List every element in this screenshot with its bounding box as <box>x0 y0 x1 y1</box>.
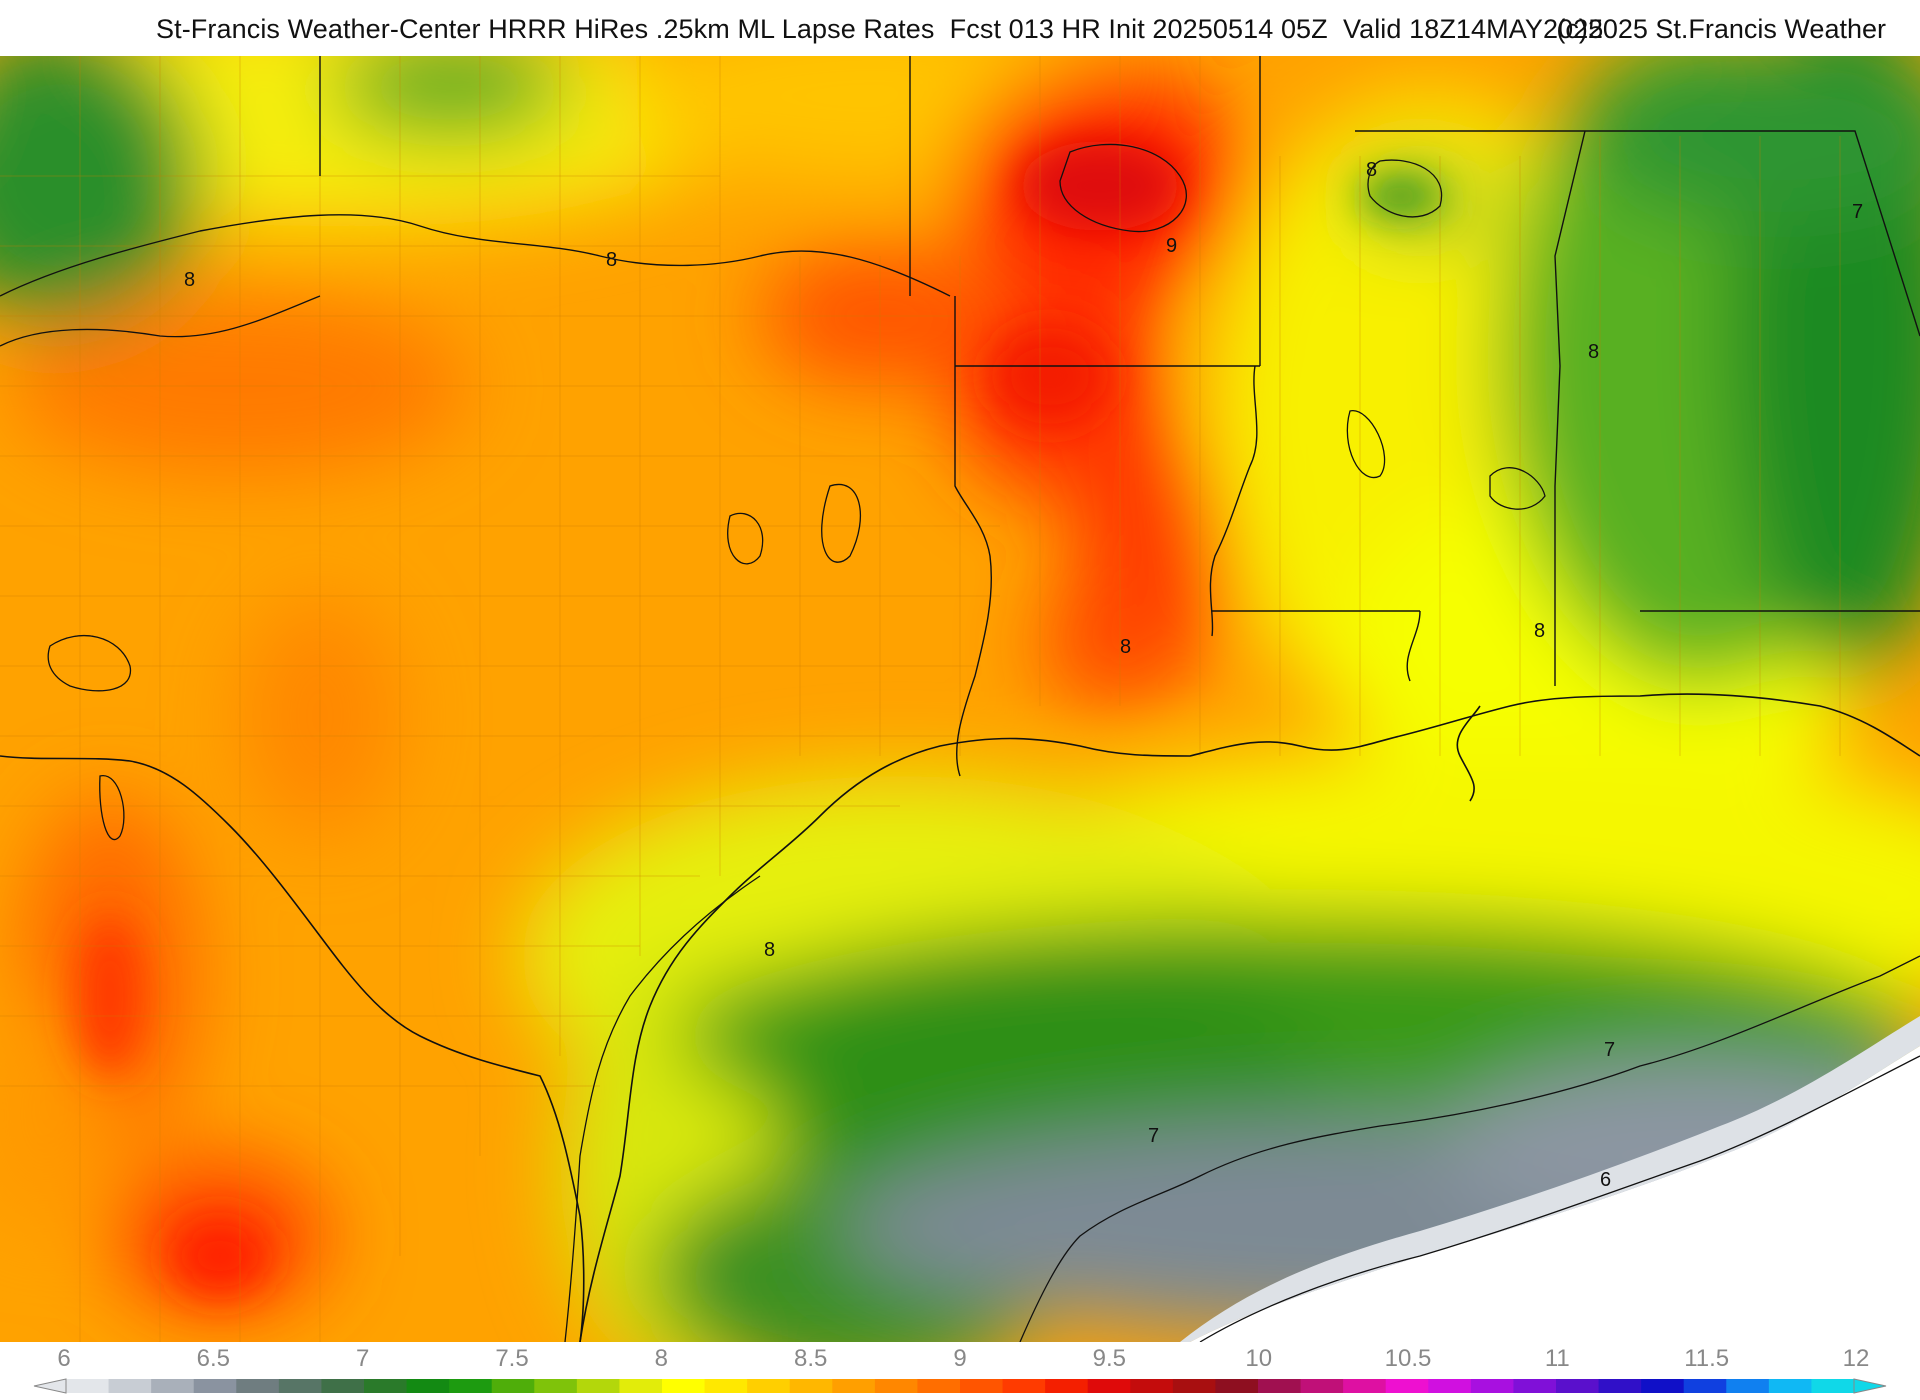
legend-swatch <box>1385 1379 1429 1393</box>
legend-swatch <box>832 1379 876 1393</box>
legend-swatch <box>1258 1379 1302 1393</box>
legend-swatch <box>151 1379 195 1393</box>
legend-swatch <box>576 1379 621 1393</box>
legend-tick-label: 11.5 <box>1684 1345 1729 1372</box>
legend-swatch <box>1343 1379 1387 1393</box>
lakes <box>47 143 1546 841</box>
legend-swatch <box>1811 1379 1855 1393</box>
legend-left-arrow <box>33 1378 67 1394</box>
legend-swatch <box>1598 1379 1642 1393</box>
legend-tick-label: 7.5 <box>495 1345 528 1372</box>
contour-label: 6 <box>1600 1169 1611 1191</box>
legend-tick-label: 11 <box>1545 1345 1570 1372</box>
legend-tick-label: 8 <box>655 1345 668 1372</box>
legend-swatch <box>917 1379 961 1393</box>
legend-tick-label: 6 <box>57 1345 70 1372</box>
legend-swatch <box>704 1379 748 1393</box>
legend-swatch <box>321 1379 365 1393</box>
legend-swatch <box>491 1379 535 1393</box>
legend-swatch <box>1556 1379 1600 1393</box>
legend-tick-label: 10 <box>1245 1345 1272 1372</box>
legend-swatch <box>1641 1379 1685 1393</box>
legend-tick-label: 9.5 <box>1093 1345 1126 1372</box>
header-bar: St-Francis Weather-Center HRRR HiRes .25… <box>0 0 1920 56</box>
legend-tick-label: 6.5 <box>197 1345 230 1372</box>
legend-swatch <box>874 1379 919 1393</box>
legend-swatch <box>747 1379 791 1393</box>
legend-swatch <box>278 1379 323 1393</box>
legend-swatch <box>406 1379 450 1393</box>
legend-swatch <box>1002 1379 1046 1393</box>
legend-swatch <box>1045 1379 1089 1393</box>
color-scale-legend: 6 6.5 7 7.5 8 8.5 9 9.5 10 10.5 11 11.5 12 <box>33 1345 1887 1394</box>
legend-swatch <box>1130 1379 1174 1393</box>
legend-swatch <box>534 1379 578 1393</box>
legend-tick-label: 10.5 <box>1385 1345 1432 1372</box>
legend-tick-label: 9 <box>953 1345 966 1372</box>
legend-swatch <box>1768 1379 1813 1393</box>
county-borders <box>0 56 1841 1342</box>
contour-lines <box>0 295 1920 1342</box>
contour-label: 8 <box>764 939 775 961</box>
contour-label: 8 <box>606 249 617 271</box>
legend-swatch <box>66 1379 110 1393</box>
legend-swatch <box>1470 1379 1515 1393</box>
legend-tick-labels: 6 6.5 7 7.5 8 8.5 9 9.5 10 10.5 11 11.5 12 <box>57 1345 1869 1372</box>
legend-tick-label: 12 <box>1843 1345 1870 1372</box>
lapse-rate-map: 8 8 8 8 8 8 8 9 7 7 7 6 <box>0 56 1920 1342</box>
legend-swatch <box>364 1379 408 1393</box>
legend-swatch <box>619 1379 663 1393</box>
contour-label: 8 <box>1588 341 1599 363</box>
lapse-rate-field <box>0 56 1920 1342</box>
legend-swatch <box>236 1379 280 1393</box>
legend-swatch <box>1087 1379 1131 1393</box>
legend-swatch <box>1726 1379 1770 1393</box>
state-borders <box>0 56 1920 777</box>
contour-label: 8 <box>1366 159 1377 181</box>
contour-label: 7 <box>1852 201 1863 223</box>
legend-swatch <box>1428 1379 1472 1393</box>
legend-swatch <box>1215 1379 1259 1393</box>
legend-swatch <box>789 1379 833 1393</box>
legend-swatch <box>960 1379 1004 1393</box>
contour-label: 8 <box>184 269 195 291</box>
legend-swatch <box>662 1379 706 1393</box>
legend-right-arrow <box>1853 1378 1887 1394</box>
contour-label: 7 <box>1604 1039 1615 1061</box>
legend-swatch <box>1513 1379 1557 1393</box>
contour-label: 7 <box>1148 1125 1159 1147</box>
legend-tick-label: 8.5 <box>794 1345 827 1372</box>
contour-label: 8 <box>1120 636 1131 658</box>
coastline <box>0 693 1920 1342</box>
legend-swatch <box>108 1379 152 1393</box>
map-title: St-Francis Weather-Center HRRR HiRes .25… <box>156 14 1604 44</box>
legend-swatch <box>1172 1379 1217 1393</box>
contour-label: 9 <box>1166 235 1177 257</box>
legend-swatch <box>193 1379 237 1393</box>
legend-swatches <box>66 1379 1855 1393</box>
legend-swatch <box>449 1379 493 1393</box>
legend-swatch <box>1300 1379 1344 1393</box>
contour-label: 8 <box>1534 620 1545 642</box>
copyright-notice: (c)2025 St.Francis Weather <box>1556 14 1886 44</box>
legend-swatch <box>1683 1379 1727 1393</box>
legend-tick-label: 7 <box>356 1345 369 1372</box>
contour-label-group: 8 8 8 8 8 8 8 9 7 7 7 6 <box>184 159 1863 1191</box>
